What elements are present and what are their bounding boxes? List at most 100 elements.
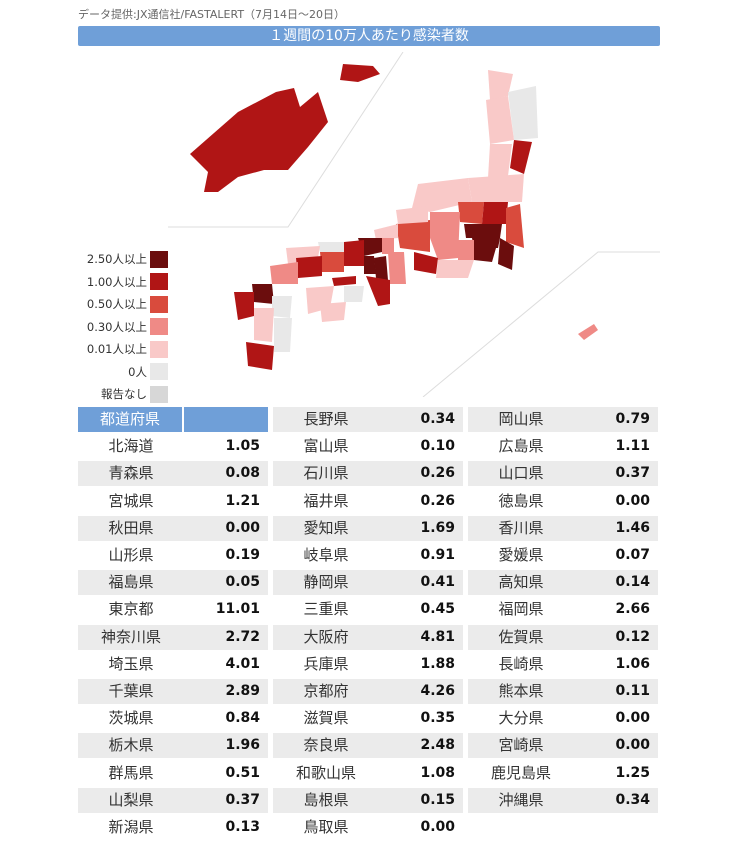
prefecture-name: 鹿児島県 [490,763,551,782]
region-osaka [364,256,376,274]
region-gunma [458,202,484,224]
infection-rate-value: 0.45 [420,601,455,618]
region-gifu [396,220,430,252]
region-mie [388,252,406,284]
region-kumamoto [254,308,274,342]
region-fukushima [468,174,524,202]
prefecture-name: 福岡県 [498,600,544,619]
prefecture-name: 奈良県 [303,736,349,755]
infection-rate-value: 1.06 [615,655,650,672]
legend-item: 2.50人以上 [76,248,168,271]
infection-rate-value: 0.00 [615,492,650,509]
region-miyagi [510,140,532,174]
region-okayama [320,252,344,272]
infection-rate-value: 1.05 [225,438,260,455]
prefecture-name: 栃木県 [108,736,154,755]
table-row: 鳥取県 0.00 [273,815,463,840]
infection-rate-value: 0.11 [615,683,650,699]
prefecture-name: 兵庫県 [303,654,349,673]
region-toyama-ishikawa [396,206,428,224]
legend-item: 報告なし [76,383,168,406]
prefecture-name: 熊本県 [498,682,544,700]
table-row: 宮崎県 0.00 [468,733,658,759]
prefecture-name: 山梨県 [108,790,154,809]
region-ibaraki [506,204,524,248]
infection-rate-value: 0.00 [615,737,650,754]
infection-rate-value: 1.46 [615,519,650,536]
region-yamagata [488,144,512,178]
prefecture-name: 千葉県 [108,682,154,700]
infection-rate-value: 2.66 [615,601,650,618]
infection-rate-value: 0.51 [225,764,260,781]
prefecture-name: 長野県 [303,410,349,428]
infection-rate-value: 0.34 [615,791,650,808]
region-okinawa [578,324,598,340]
region-kagoshima [246,342,274,370]
prefecture-name: 高知県 [498,573,544,592]
region-yamanashi [458,240,474,260]
region-kanagawa [474,248,496,262]
table-row: 埼玉県 4.01 [78,652,268,677]
table-row: 山口県 0.37 [468,461,658,487]
data-source-note: データ提供:JX通信社/FASTALERT（7月14日～20日） [78,8,346,21]
legend-item: 1.00人以上 [76,271,168,294]
prefecture-name: 沖縄県 [498,790,544,809]
region-hyogo [344,240,364,266]
table-row: 京都府 4.26 [273,679,463,704]
infection-rate-value: 0.41 [420,574,455,591]
prefecture-name: 長崎県 [498,654,544,673]
table-row: 静岡県 0.41 [273,570,463,596]
prefecture-name: 香川県 [498,518,544,537]
infection-rate-value: 1.96 [225,737,260,754]
prefecture-name: 愛媛県 [498,546,544,564]
prefecture-name: 埼玉県 [108,654,154,673]
table-row: 大分県 0.00 [468,706,658,731]
region-saitama [464,224,502,238]
table-row: 高知県 0.14 [468,570,658,596]
infection-rate-value: 0.34 [420,411,455,427]
region-oita [272,296,292,318]
infection-rate-value: 4.81 [420,628,455,645]
table-row: 宮城県 1.21 [78,489,268,514]
prefecture-name: 岡山県 [498,410,544,428]
region-fukuoka [252,284,274,304]
infection-rate-value: 1.08 [420,764,455,781]
infection-rate-value: 0.37 [615,465,650,482]
prefecture-name: 茨城県 [108,709,154,728]
region-hokkaido-tip [340,64,380,82]
region-akita [486,96,514,144]
prefecture-name: 山口県 [498,464,544,483]
prefecture-name: 山形県 [108,546,154,564]
legend-item: 0.50人以上 [76,293,168,316]
table-row: 熊本県 0.11 [468,679,658,704]
table-row: 沖縄県 0.34 [468,787,658,813]
infection-rate-value: 4.26 [420,683,455,699]
prefecture-name: 富山県 [303,437,349,456]
table-row: 福井県 0.26 [273,489,463,514]
prefecture-name: 北海道 [108,437,154,456]
prefecture-name: 佐賀県 [498,627,544,646]
infection-rate-value: 2.72 [225,628,260,645]
table-row: 秋田県 0.00 [78,515,268,541]
infection-rate-value: 0.10 [420,438,455,455]
table-row: 奈良県 2.48 [273,733,463,759]
prefecture-name: 大分県 [498,709,544,728]
infection-rate-value: 4.01 [225,655,260,672]
table-row: 佐賀県 0.12 [468,624,658,650]
prefecture-name: 京都府 [303,682,349,700]
region-shimane [286,246,320,264]
infection-rate-value: 0.08 [225,465,260,482]
prefecture-name: 石川県 [303,464,349,483]
table-row: 新潟県 0.13 [78,815,268,840]
prefecture-name: 青森県 [108,464,154,483]
infection-rate-value: 0.13 [225,819,260,835]
region-nagano [430,212,460,260]
region-tochigi [482,202,508,224]
prefecture-name: 宮城県 [108,491,154,510]
table-row: 島根県 0.15 [273,787,463,813]
region-chiba [498,238,514,270]
table-row: 兵庫県 1.88 [273,652,463,677]
infection-rate-value: 0.00 [225,519,260,536]
infection-rate-value: 0.12 [615,628,650,645]
region-shizuoka [436,260,474,278]
